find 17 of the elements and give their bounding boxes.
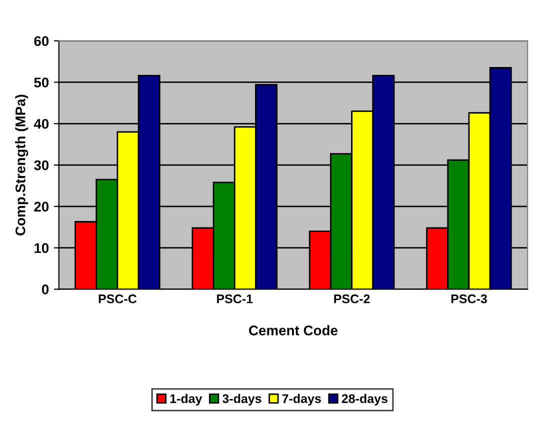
y-tick-label: 10	[34, 243, 49, 253]
x-tick-label: PSC-3	[451, 294, 487, 304]
y-tick-label: 40	[34, 118, 49, 129]
x-tick-label: PSC-2	[334, 294, 370, 304]
x-tick-label: PSC-C	[98, 294, 137, 304]
y-tick-label: 60	[34, 36, 49, 46]
legend-label: 1-day	[170, 394, 202, 406]
y-axis-title: Comp.Strength (MPa)	[15, 94, 28, 236]
legend-label: 28-days	[342, 394, 388, 406]
y-tick-label: 20	[34, 202, 49, 212]
y-tick-label: 30	[34, 160, 49, 170]
y-tick-label: 50	[34, 78, 49, 88]
legend-label: 7-days	[282, 394, 321, 406]
legend-label: 3-days	[222, 394, 262, 406]
x-tick-label: PSC-1	[217, 294, 253, 304]
y-tick-label: 0	[42, 284, 49, 294]
x-axis-title: Cement Code	[249, 325, 338, 336]
